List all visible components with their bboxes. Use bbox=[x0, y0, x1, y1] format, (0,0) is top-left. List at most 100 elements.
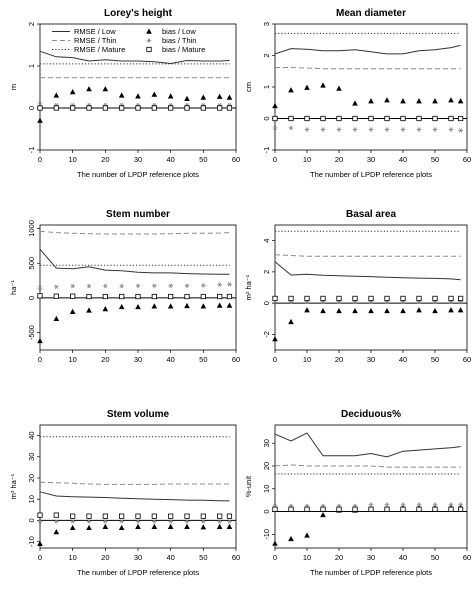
legend-entry-label: bias / Low bbox=[162, 27, 196, 36]
x-tick-label: 30 bbox=[367, 355, 375, 364]
bias-point bbox=[217, 282, 222, 287]
bias-point bbox=[352, 115, 358, 122]
y-tick-label: -1 bbox=[262, 147, 271, 154]
y-tick-label: 0 bbox=[27, 296, 36, 300]
bias-point bbox=[119, 519, 124, 524]
bias-point bbox=[37, 286, 43, 291]
series-points bbox=[37, 293, 233, 300]
bias-point bbox=[288, 506, 294, 512]
bias-point bbox=[135, 293, 141, 300]
bias-point bbox=[152, 519, 157, 524]
bias-point bbox=[201, 519, 206, 524]
bias-point bbox=[102, 293, 108, 300]
bias-point bbox=[70, 283, 75, 289]
bias-point bbox=[320, 506, 326, 512]
bias-point bbox=[37, 105, 43, 111]
y-tick-label: 1000 bbox=[27, 220, 36, 237]
bias-point bbox=[227, 519, 232, 524]
bias-point bbox=[288, 115, 294, 122]
bias-point bbox=[54, 284, 59, 289]
bias-point bbox=[102, 105, 108, 111]
bias-point bbox=[457, 98, 464, 104]
bias-point bbox=[167, 93, 174, 99]
bias-point bbox=[54, 519, 59, 524]
bias-point bbox=[320, 127, 326, 132]
y-tick-label: 3 bbox=[262, 22, 271, 26]
y-tick-label: -2 bbox=[262, 331, 271, 338]
series-line bbox=[274, 44, 461, 55]
bias-point bbox=[352, 127, 358, 132]
bias-point bbox=[118, 303, 125, 310]
bias-point bbox=[184, 105, 190, 111]
y-tick-label: 30 bbox=[262, 439, 271, 447]
bias-point bbox=[384, 502, 390, 507]
x-tick-label: 10 bbox=[303, 553, 311, 562]
bias-point bbox=[227, 282, 232, 287]
x-tick-label: 20 bbox=[335, 553, 343, 562]
bias-point bbox=[118, 524, 125, 531]
bias-point bbox=[368, 115, 374, 122]
series-line bbox=[274, 261, 461, 281]
bias-point bbox=[368, 307, 374, 314]
bias-point bbox=[368, 506, 374, 512]
y-tick-label: -10 bbox=[262, 529, 271, 540]
bias-point bbox=[416, 502, 422, 507]
bias-point bbox=[432, 502, 438, 507]
bias-point bbox=[168, 293, 174, 300]
bias-point bbox=[432, 115, 438, 122]
x-tick-label: 30 bbox=[134, 155, 142, 164]
x-axis-label: The number of LPDP reference plots bbox=[310, 170, 432, 179]
y-tick-label: -1 bbox=[27, 147, 36, 154]
series-points bbox=[272, 115, 464, 122]
bias-point bbox=[400, 127, 406, 132]
bias-point bbox=[184, 302, 190, 309]
deciduous-panel: Deciduous% 0 10 20 30 40 50 60 -10 0 10 20 30 The num… bbox=[244, 409, 471, 577]
bias-point bbox=[304, 532, 310, 538]
x-tick-label: 0 bbox=[38, 553, 42, 562]
x-tick-label: 40 bbox=[399, 355, 407, 364]
series-points bbox=[272, 82, 464, 109]
bias-point bbox=[184, 293, 190, 300]
x-tick-label: 50 bbox=[199, 355, 207, 364]
y-tick-label: 500 bbox=[27, 257, 36, 270]
bias-point bbox=[184, 283, 190, 288]
bias-point bbox=[416, 295, 422, 302]
bias-point bbox=[200, 303, 207, 309]
x-tick-label: 40 bbox=[399, 155, 407, 164]
plot-frame bbox=[274, 424, 468, 549]
bias-point bbox=[86, 307, 92, 313]
bias-point bbox=[53, 512, 59, 518]
bias-point bbox=[168, 105, 174, 111]
bias-point bbox=[400, 502, 406, 507]
bias-point bbox=[102, 513, 108, 519]
x-tick-label: 10 bbox=[68, 553, 76, 562]
bias-point bbox=[167, 303, 174, 309]
x-tick-label: 20 bbox=[101, 553, 109, 562]
bias-point bbox=[184, 513, 190, 519]
series-line bbox=[274, 254, 461, 257]
bias-point bbox=[320, 295, 326, 302]
y-tick-label: 2 bbox=[262, 53, 271, 57]
bias-point bbox=[70, 519, 75, 524]
series-line bbox=[39, 248, 230, 275]
bias-point bbox=[53, 315, 60, 321]
bias-point bbox=[448, 295, 454, 302]
bias-point bbox=[226, 523, 233, 529]
bias-point bbox=[201, 283, 206, 288]
bias-point bbox=[86, 293, 92, 300]
bias-point bbox=[336, 506, 342, 512]
bias-point bbox=[152, 283, 157, 288]
bias-point bbox=[168, 519, 173, 524]
bias-point bbox=[119, 283, 124, 289]
bias-point bbox=[217, 513, 223, 519]
plot-frame bbox=[39, 424, 237, 549]
x-tick-label: 20 bbox=[101, 155, 109, 164]
panel-title: Stem number bbox=[106, 209, 170, 220]
series-points bbox=[272, 506, 464, 512]
x-tick-label: 10 bbox=[68, 155, 76, 164]
x-tick-label: 60 bbox=[463, 355, 471, 364]
bias-point bbox=[272, 506, 278, 512]
bias-point bbox=[448, 97, 454, 103]
